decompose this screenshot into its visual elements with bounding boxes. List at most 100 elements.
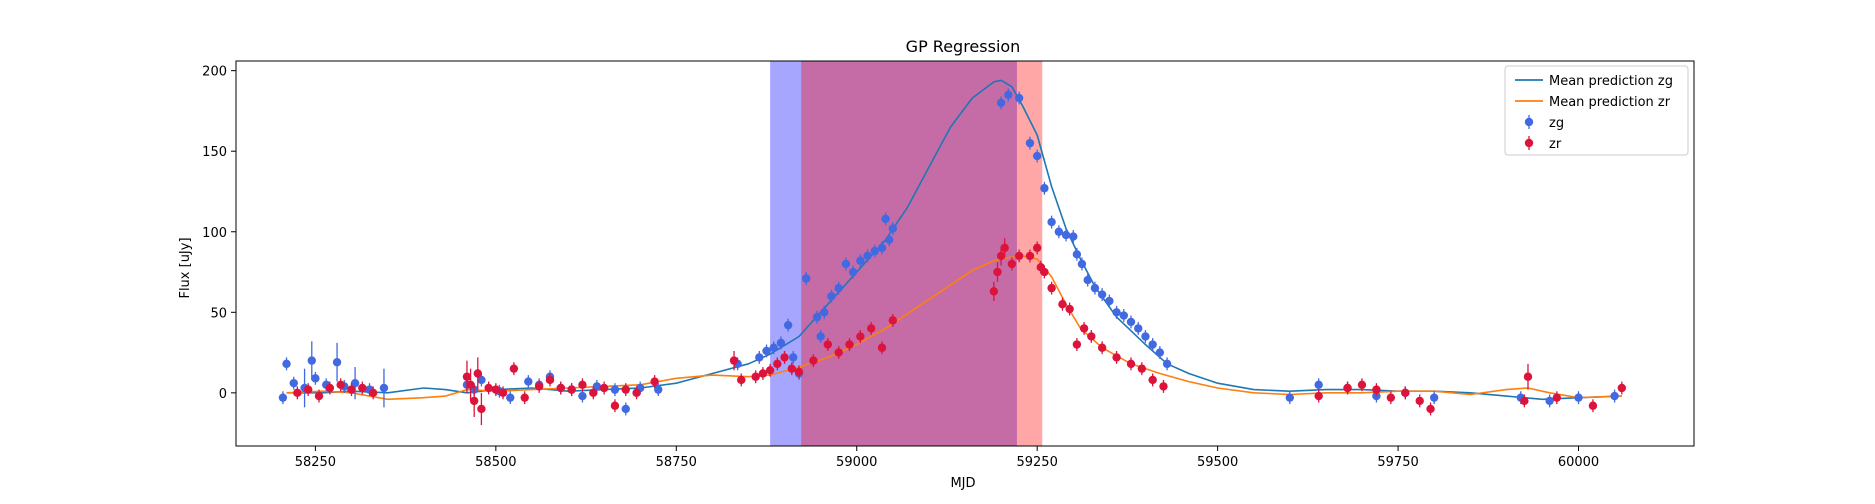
- data-point: [567, 385, 576, 394]
- data-point: [1004, 90, 1013, 100]
- data-point: [1148, 340, 1157, 349]
- data-point: [888, 316, 898, 325]
- data-point: [783, 320, 793, 330]
- data-point: [989, 287, 999, 296]
- data-point: [1032, 151, 1042, 161]
- data-point: [484, 383, 493, 393]
- data-point: [996, 98, 1006, 108]
- data-point: [650, 377, 659, 386]
- data-point: [610, 401, 620, 410]
- data-point: [870, 246, 879, 256]
- data-point: [462, 372, 472, 381]
- data-point: [1072, 340, 1082, 349]
- data-point: [773, 359, 782, 369]
- data-point: [314, 391, 324, 401]
- data-point: [477, 404, 486, 414]
- data-point: [278, 393, 288, 402]
- data-point: [729, 356, 739, 365]
- data-point: [794, 367, 804, 377]
- data-point: [1065, 304, 1074, 314]
- legend-marker-swatch: [1524, 138, 1534, 148]
- data-point: [1079, 324, 1089, 333]
- data-point: [1588, 401, 1598, 410]
- legend-entry-label: Mean prediction zg: [1549, 74, 1673, 89]
- data-point: [765, 366, 775, 375]
- y-tick-label: 50: [210, 306, 227, 321]
- data-point: [787, 364, 796, 373]
- legend-entry-label: Mean prediction zr: [1549, 95, 1671, 110]
- data-point: [654, 385, 663, 394]
- data-point: [1090, 283, 1100, 293]
- x-tick-label: 58250: [295, 455, 336, 470]
- data-point: [877, 343, 887, 352]
- data-point: [509, 364, 519, 373]
- x-tick-label: 59500: [1197, 455, 1238, 470]
- data-point: [1105, 296, 1114, 306]
- data-point: [332, 358, 342, 367]
- data-point: [347, 385, 356, 394]
- data-point: [841, 259, 851, 269]
- data-point: [1134, 324, 1143, 333]
- data-point: [1574, 393, 1583, 402]
- x-tick-label: 58750: [656, 455, 697, 470]
- data-point: [1426, 404, 1435, 414]
- data-point: [1032, 243, 1042, 253]
- data-point: [1610, 391, 1619, 401]
- data-point: [856, 332, 865, 341]
- data-point: [578, 380, 587, 389]
- data-point: [293, 388, 302, 398]
- data-point: [1343, 383, 1352, 393]
- data-point: [816, 332, 825, 341]
- data-point: [1126, 317, 1136, 327]
- data-point: [599, 383, 609, 393]
- data-point: [1545, 396, 1554, 406]
- y-axis-label: Flux [uJy]: [178, 237, 193, 298]
- data-point: [473, 369, 482, 378]
- data-point: [789, 353, 798, 362]
- data-point: [1097, 343, 1107, 352]
- data-point: [1061, 230, 1071, 240]
- data-point: [379, 383, 389, 393]
- legend-entry-label: zr: [1549, 137, 1562, 152]
- data-point: [758, 369, 768, 378]
- data-point: [1025, 251, 1035, 261]
- data-point: [524, 377, 533, 386]
- data-point: [877, 243, 887, 253]
- data-point: [556, 383, 566, 393]
- data-point: [1077, 259, 1087, 269]
- data-point: [491, 385, 501, 394]
- data-point: [1137, 364, 1147, 373]
- x-tick-label: 59750: [1377, 455, 1418, 470]
- data-point: [1314, 380, 1323, 389]
- data-point: [737, 375, 746, 385]
- data-point: [621, 385, 630, 394]
- data-point: [1112, 308, 1121, 317]
- data-point: [1040, 267, 1049, 277]
- data-point: [303, 385, 313, 394]
- data-point: [1314, 391, 1323, 401]
- data-point: [1372, 385, 1381, 394]
- data-point: [358, 383, 367, 393]
- y-tick-label: 100: [202, 226, 227, 241]
- data-point: [1083, 275, 1092, 285]
- data-point: [1000, 243, 1009, 253]
- data-point: [1415, 396, 1424, 406]
- plot-frame: [235, 60, 1695, 447]
- x-tick-label: 59000: [836, 455, 877, 470]
- data-point: [1014, 251, 1024, 261]
- data-point: [769, 343, 778, 352]
- data-point: [1141, 332, 1150, 341]
- data-point: [1401, 388, 1410, 398]
- data-point: [1552, 393, 1562, 402]
- y-tick-label: 150: [202, 145, 227, 160]
- data-point: [589, 388, 598, 398]
- data-point: [1429, 393, 1439, 402]
- data-point: [1047, 283, 1056, 293]
- legend-box: [1504, 65, 1689, 156]
- data-point: [545, 375, 555, 385]
- data-point: [827, 291, 836, 301]
- data-point: [1072, 250, 1082, 259]
- data-point: [1007, 259, 1017, 269]
